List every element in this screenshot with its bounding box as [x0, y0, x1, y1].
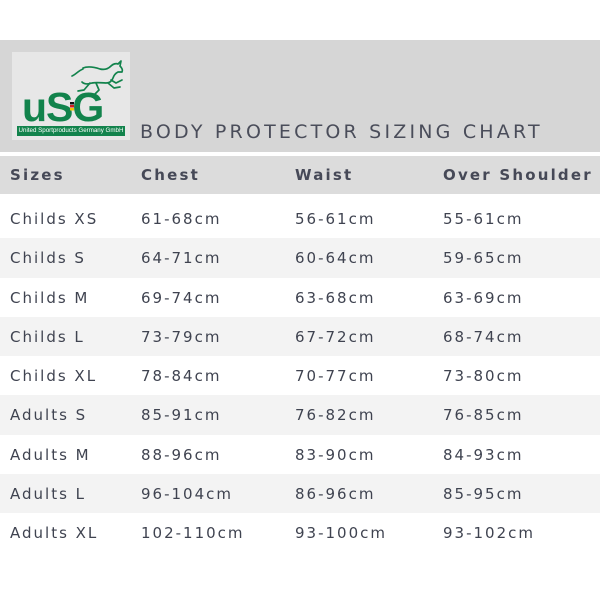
table-row: Childs S 64-71cm 60-64cm 59-65cm — [0, 238, 600, 278]
chest-cell: 73-79cm — [141, 327, 222, 346]
chest-cell: 85-91cm — [141, 406, 222, 425]
over-shoulder-cell: 76-85cm — [443, 406, 524, 425]
size-cell: Adults XL — [10, 524, 99, 543]
chest-cell: 78-84cm — [141, 367, 222, 386]
over-shoulder-cell: 73-80cm — [443, 367, 524, 386]
waist-cell: 63-68cm — [295, 288, 376, 307]
size-cell: Adults L — [10, 485, 87, 504]
over-shoulder-cell: 93-102cm — [443, 524, 535, 543]
chest-cell: 96-104cm — [141, 485, 233, 504]
table-row: Adults L 96-104cm 86-96cm 85-95cm — [0, 474, 600, 514]
chest-cell: 61-68cm — [141, 210, 222, 228]
over-shoulder-cell: 63-69cm — [443, 288, 524, 307]
over-shoulder-cell: 84-93cm — [443, 445, 524, 464]
header-chest: Chest — [141, 166, 200, 184]
waist-cell: 67-72cm — [295, 327, 376, 346]
german-flag-stripes — [70, 102, 74, 111]
chest-cell: 64-71cm — [141, 249, 222, 268]
page-title: BODY PROTECTOR SIZING CHART — [140, 121, 543, 143]
size-cell: Childs XL — [10, 367, 98, 386]
over-shoulder-cell: 85-95cm — [443, 485, 524, 504]
size-cell: Adults M — [10, 445, 91, 464]
table-row: Childs XS 61-68cm 56-61cm 55-61cm — [0, 199, 600, 238]
header-sizes: Sizes — [10, 166, 65, 184]
size-cell: Childs M — [10, 288, 90, 307]
horse-icon — [71, 60, 124, 95]
logo-caption: United Sportproducts Germany GmbH — [17, 126, 125, 136]
usg-logo: uSG United Sportproducts Germany GmbH — [12, 52, 130, 140]
chest-cell: 69-74cm — [141, 288, 222, 307]
usg-logo-graphic: uSG — [22, 60, 124, 130]
waist-cell: 70-77cm — [295, 367, 376, 386]
size-cell: Childs XS — [10, 210, 99, 228]
over-shoulder-cell: 59-65cm — [443, 249, 524, 268]
size-cell: Childs L — [10, 327, 85, 346]
logo-letters: uSG — [22, 84, 103, 130]
size-cell: Adults S — [10, 406, 88, 425]
waist-cell: 56-61cm — [295, 210, 376, 228]
waist-cell: 86-96cm — [295, 485, 376, 504]
waist-cell: 83-90cm — [295, 445, 376, 464]
chest-cell: 102-110cm — [141, 524, 245, 543]
chest-cell: 88-96cm — [141, 445, 222, 464]
sizing-table: Childs XS 61-68cm 56-61cm 55-61cm Childs… — [0, 199, 600, 553]
table-header-row: Sizes Chest Waist Over Shoulder — [0, 156, 600, 194]
over-shoulder-cell: 68-74cm — [443, 327, 524, 346]
table-row: Adults S 85-91cm 76-82cm 76-85cm — [0, 395, 600, 435]
waist-cell: 60-64cm — [295, 249, 376, 268]
over-shoulder-cell: 55-61cm — [443, 210, 524, 228]
waist-cell: 76-82cm — [295, 406, 376, 425]
table-row: Adults M 88-96cm 83-90cm 84-93cm — [0, 435, 600, 474]
table-row: Adults XL 102-110cm 93-100cm 93-102cm — [0, 513, 600, 552]
waist-cell: 93-100cm — [295, 524, 387, 543]
table-row: Childs XL 78-84cm 70-77cm 73-80cm — [0, 356, 600, 395]
size-cell: Childs S — [10, 249, 86, 268]
header-over-shoulder: Over Shoulder — [443, 166, 593, 184]
header-waist: Waist — [295, 166, 354, 184]
table-row: Childs M 69-74cm 63-68cm 63-69cm — [0, 278, 600, 317]
table-row: Childs L 73-79cm 67-72cm 68-74cm — [0, 316, 600, 357]
